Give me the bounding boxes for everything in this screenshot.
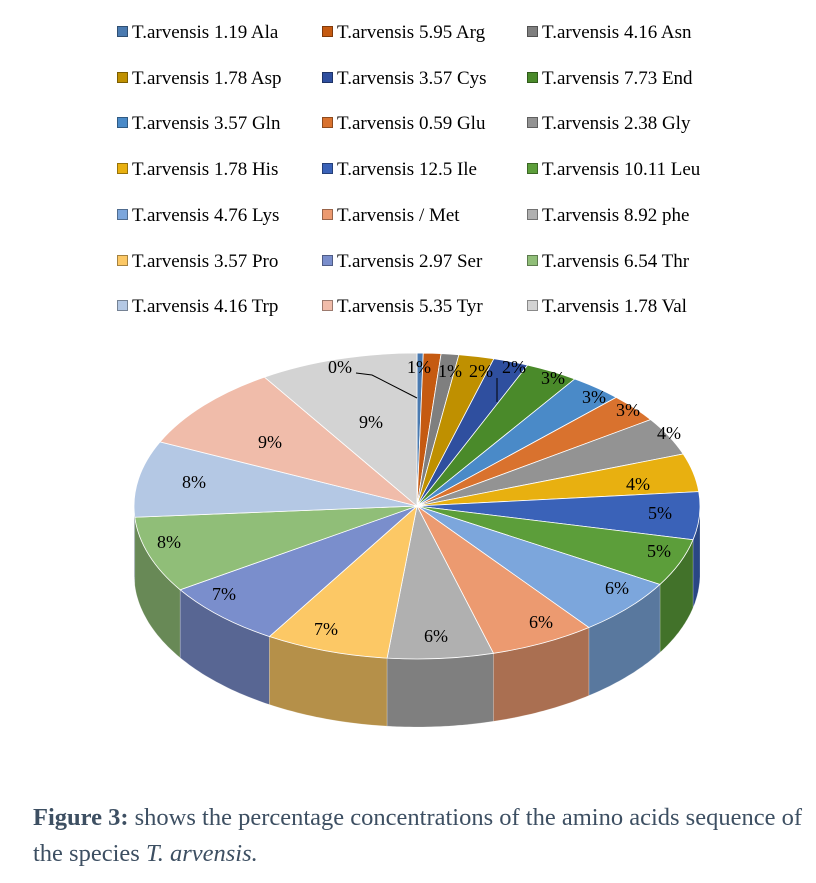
legend-swatch bbox=[527, 254, 538, 266]
legend-label: T.arvensis 3.57 Pro bbox=[132, 250, 279, 272]
data-label: 5% bbox=[647, 541, 671, 561]
legend-item: T.arvensis 12.5 Ile bbox=[322, 159, 477, 181]
legend-item: T.arvensis 10.11 Leu bbox=[527, 159, 700, 181]
legend-item: T.arvensis 0.59 Glu bbox=[322, 113, 485, 135]
legend-label: T.arvensis 4.76 Lys bbox=[132, 204, 280, 226]
data-label: 8% bbox=[157, 532, 181, 552]
leader-line bbox=[355, 372, 418, 399]
data-label: 4% bbox=[626, 474, 650, 494]
legend-item: T.arvensis 4.16 Asn bbox=[527, 22, 692, 44]
caption-label: Figure 3: bbox=[33, 804, 129, 831]
legend-label: T.arvensis 12.5 Ile bbox=[337, 159, 477, 181]
data-label: 9% bbox=[258, 432, 282, 452]
data-label: 2% bbox=[469, 361, 493, 381]
legend-item: T.arvensis 1.78 His bbox=[117, 159, 278, 181]
legend-label: T.arvensis 8.92 phe bbox=[542, 204, 690, 226]
legend-label: T.arvensis 3.57 Cys bbox=[337, 67, 487, 89]
data-label: 4% bbox=[657, 423, 681, 443]
data-label: 3% bbox=[582, 387, 606, 407]
legend-swatch bbox=[322, 117, 333, 129]
legend-swatch bbox=[117, 163, 128, 175]
pie-slice bbox=[133, 441, 418, 518]
legend-swatch bbox=[527, 300, 538, 312]
legend-swatch bbox=[527, 26, 538, 37]
figure-caption: Figure 3: shows the percentage concentra… bbox=[33, 800, 803, 872]
legend-swatch bbox=[117, 26, 128, 37]
legend-label: T.arvensis 6.54 Thr bbox=[542, 250, 690, 272]
legend-swatch bbox=[527, 163, 538, 175]
data-label: 1% bbox=[407, 357, 431, 377]
legend-label: T.arvensis 10.11 Leu bbox=[542, 159, 701, 181]
legend-item: T.arvensis 1.78 Val bbox=[527, 296, 687, 318]
legend-item: T.arvensis 3.57 Cys bbox=[322, 68, 487, 90]
legend-item: T.arvensis 1.78 Asp bbox=[117, 68, 282, 90]
data-label: 8% bbox=[182, 472, 206, 492]
pie-slice bbox=[268, 504, 418, 659]
data-label: 5% bbox=[648, 503, 672, 523]
data-label: 1% bbox=[438, 361, 462, 381]
data-label: 2% bbox=[502, 357, 526, 377]
legend-item: T.arvensis / Met bbox=[322, 205, 460, 227]
legend-swatch bbox=[322, 208, 333, 220]
legend-swatch bbox=[117, 117, 128, 129]
pie-slice bbox=[263, 352, 418, 507]
legend-item: T.arvensis 7.73 End bbox=[527, 68, 693, 90]
legend-label: T.arvensis 2.38 Gly bbox=[542, 113, 691, 135]
data-label: 7% bbox=[212, 584, 236, 604]
legend-item: T.arvensis 4.76 Lys bbox=[117, 205, 279, 227]
legend-swatch bbox=[117, 300, 128, 312]
legend-swatch bbox=[527, 117, 538, 129]
legend-label: T.arvensis / Met bbox=[337, 204, 460, 226]
pie-slice-side bbox=[386, 652, 494, 728]
caption-text: shows the percentage concentrations of t… bbox=[33, 804, 802, 867]
legend-swatch bbox=[322, 254, 333, 266]
legend-swatch bbox=[527, 71, 538, 83]
data-label: 7% bbox=[314, 619, 338, 639]
legend-item: T.arvensis 4.16 Trp bbox=[117, 296, 278, 318]
legend-item: T.arvensis 5.95 Arg bbox=[322, 22, 485, 44]
legend-swatch bbox=[117, 208, 128, 220]
data-label: 3% bbox=[541, 368, 565, 388]
pie-slice bbox=[159, 376, 418, 507]
legend-item: T.arvensis 2.97 Ser bbox=[322, 251, 482, 273]
caption-species: T. arvensis. bbox=[145, 840, 258, 867]
data-label: 6% bbox=[424, 626, 448, 646]
legend-label: T.arvensis 1.19 Ala bbox=[132, 22, 279, 43]
legend-swatch bbox=[322, 163, 333, 175]
legend-item: T.arvensis 3.57 Gln bbox=[117, 113, 280, 135]
legend-label: T.arvensis 5.95 Arg bbox=[337, 22, 486, 43]
legend-item: T.arvensis 2.38 Gly bbox=[527, 113, 690, 135]
data-label: 6% bbox=[605, 578, 629, 598]
legend-swatch bbox=[117, 71, 128, 83]
chart-legend: T.arvensis 1.19 Ala T.arvensis 5.95 Arg T.… bbox=[0, 0, 816, 340]
legend-label: T.arvensis 1.78 Asp bbox=[132, 67, 282, 89]
legend-item: T.arvensis 3.57 Pro bbox=[117, 251, 278, 273]
legend-item: T.arvensis 5.35 Tyr bbox=[322, 296, 483, 318]
data-label: 9% bbox=[359, 412, 383, 432]
pie-slice bbox=[134, 505, 418, 591]
legend-item: T.arvensis 6.54 Thr bbox=[527, 251, 689, 273]
pie-slice bbox=[179, 505, 418, 638]
legend-swatch bbox=[527, 208, 538, 220]
legend-label: T.arvensis 1.78 Val bbox=[542, 296, 687, 318]
legend-swatch bbox=[322, 26, 333, 37]
legend-label: T.arvensis 4.16 Trp bbox=[132, 296, 279, 318]
data-label: 3% bbox=[616, 400, 640, 420]
legend-label: T.arvensis 0.59 Glu bbox=[337, 113, 486, 135]
data-label: 0% bbox=[328, 357, 352, 377]
legend-label: T.arvensis 5.35 Tyr bbox=[337, 296, 483, 318]
legend-label: T.arvensis 4.16 Asn bbox=[542, 22, 692, 43]
data-label: 6% bbox=[529, 612, 553, 632]
legend-label: T.arvensis 2.97 Ser bbox=[337, 250, 483, 272]
pie-chart: 0% 1% 1% 2% 2% 3% 3% 3% 4% 4% 5% 5% 6% 6% 6% 7% 7% 8% 8% 9%… bbox=[133, 352, 701, 728]
legend-swatch bbox=[322, 300, 333, 312]
legend-label: T.arvensis 7.73 End bbox=[542, 67, 693, 89]
legend-item: T.arvensis 8.92 phe bbox=[527, 205, 689, 227]
legend-swatch bbox=[322, 71, 333, 83]
legend-label: T.arvensis 3.57 Gln bbox=[132, 113, 281, 135]
legend-item: T.arvensis 1.19 Ala bbox=[117, 22, 278, 44]
legend-swatch bbox=[117, 254, 128, 266]
legend-label: T.arvensis 1.78 His bbox=[132, 159, 279, 181]
